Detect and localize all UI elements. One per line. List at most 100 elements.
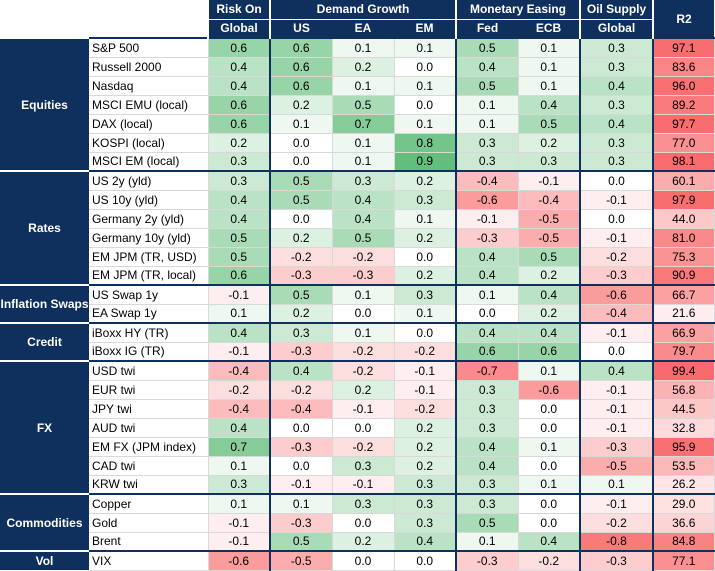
- r2-cell: 44.0: [652, 208, 715, 229]
- factor-cell: 0.5: [455, 37, 519, 58]
- factor-cell: 0.3: [455, 493, 519, 514]
- factor-cell: 0.5: [207, 246, 271, 267]
- factor-cell: 0.3: [331, 493, 395, 514]
- factor-cell: 0.3: [207, 170, 271, 191]
- factor-cell: 0.0: [393, 322, 457, 343]
- factor-cell: 0.6: [517, 341, 581, 362]
- factor-cell: 0.3: [393, 474, 457, 495]
- factor-cell: -0.3: [579, 265, 654, 286]
- table-row: JPY twi -0.4 -0.4 -0.1 -0.2 0.3 0.0 -0.1 44.5: [0, 398, 715, 419]
- factor-cell: 0.2: [517, 132, 581, 153]
- factor-cell: 0.4: [207, 322, 271, 343]
- factor-cell: 0.0: [393, 550, 457, 571]
- factor-cell: 0.1: [331, 132, 395, 153]
- table-row: Nasdaq 0.4 0.6 0.1 0.1 0.5 0.1 0.4 96.0: [0, 75, 715, 96]
- factor-cell: 0.2: [517, 265, 581, 286]
- table-body: Equities S&P 500 0.6 0.6 0.1 0.1 0.5 0.1 0.3 97.1…: [0, 37, 715, 571]
- factor-cell: -0.6: [455, 189, 519, 210]
- table-row: KRW twi 0.3 -0.1 -0.1 0.3 0.3 0.1 0.1 26.2: [0, 474, 715, 495]
- factor-cell: 0.0: [331, 303, 395, 324]
- r2-cell: 66.9: [652, 322, 715, 343]
- r2-cell: 77.0: [652, 132, 715, 153]
- factor-cell: 0.0: [393, 56, 457, 77]
- table-row: Brent -0.1 0.5 0.2 0.4 0.1 0.4 -0.8 84.8: [0, 531, 715, 552]
- factor-cell: 0.5: [517, 246, 581, 267]
- factor-cell: -0.2: [393, 341, 457, 362]
- factor-cell: 0.2: [269, 94, 333, 115]
- table-row: Inflation Swaps US Swap 1y -0.1 0.5 0.1 0.3 0.…: [0, 284, 715, 323]
- group-label-fx: FX: [0, 360, 89, 494]
- table-row: EM JPM (TR, local) 0.6 -0.3 -0.3 0.2 0.4 0.2 -0…: [0, 265, 715, 286]
- r2-cell: 97.7: [652, 113, 715, 134]
- factor-cell: 0.5: [455, 512, 519, 533]
- factor-cell: 0.5: [269, 189, 333, 210]
- table-row: Germany 10y (yld) 0.5 0.2 0.5 0.2 -0.3 -0.5 -0.…: [0, 227, 715, 248]
- factor-cell: -0.1: [579, 398, 654, 419]
- factor-cell: 0.3: [393, 512, 457, 533]
- factor-cell: -0.3: [269, 512, 333, 533]
- factor-cell: -0.1: [207, 341, 271, 362]
- header-row-columns: Global US EA EM Fed ECB Global: [0, 19, 714, 38]
- factor-cell: 0.4: [207, 189, 271, 210]
- header-row-groups: Risk On Demand Growth Monetary Easing Oi…: [0, 0, 714, 38]
- factor-cell: 0.0: [269, 132, 333, 153]
- factor-cell: 0.8: [393, 132, 457, 153]
- factor-cell: 0.4: [393, 531, 457, 552]
- factor-cell: 0.3: [455, 379, 519, 400]
- table-row: KOSPI (local) 0.2 0.0 0.1 0.8 0.3 0.2 0.3 77.0: [0, 132, 715, 153]
- factor-cell: 0.5: [331, 94, 395, 115]
- factor-cell: 0.4: [455, 455, 519, 476]
- table-row: Gold -0.1 -0.3 0.0 0.3 0.5 0.0 -0.2 36.6: [0, 512, 715, 533]
- column-header-oil-global: Global: [579, 19, 653, 38]
- factor-cell: 0.4: [331, 208, 395, 229]
- factor-cell: 0.6: [207, 94, 271, 115]
- table-row: iBoxx IG (TR) -0.1 -0.3 -0.2 -0.2 0.6 0.6 0.0 79…: [0, 341, 715, 362]
- r2-cell: 36.6: [652, 512, 715, 533]
- factor-cell: 0.1: [517, 436, 581, 457]
- factor-cell: -0.1: [579, 417, 654, 438]
- factor-cell: -0.4: [579, 303, 654, 324]
- r2-cell: 29.0: [652, 493, 715, 514]
- factor-cell: 0.0: [331, 550, 395, 571]
- factor-cell: 0.3: [393, 189, 457, 210]
- factor-cell: 0.5: [269, 531, 333, 552]
- table-row: EM JPM (TR, USD) 0.5 -0.2 -0.2 0.0 0.4 0.5 -0.2…: [0, 246, 715, 267]
- factor-cell: 0.4: [579, 75, 654, 96]
- factor-cell: 0.1: [579, 474, 654, 495]
- row-label: S&P 500: [89, 37, 208, 58]
- row-label: VIX: [89, 550, 208, 571]
- factor-cell: -0.3: [579, 550, 654, 571]
- factor-cell: 0.0: [517, 417, 581, 438]
- factor-cell: 0.1: [331, 151, 395, 172]
- factor-cell: 0.4: [579, 113, 654, 134]
- group-label-vol: Vol: [0, 550, 89, 570]
- column-header-ecb: ECB: [518, 19, 580, 38]
- factor-cell: -0.7: [455, 360, 519, 381]
- factor-cell: 0.3: [455, 417, 519, 438]
- factor-cell: 0.1: [517, 75, 581, 96]
- factor-cell: 0.0: [455, 303, 519, 324]
- row-label: KRW twi: [89, 475, 208, 495]
- row-label: JPY twi: [89, 399, 208, 419]
- factor-cell: 0.1: [331, 75, 395, 96]
- row-label: DAX (local): [89, 114, 208, 134]
- column-header-ea: EA: [332, 19, 394, 38]
- factor-cell: 0.1: [393, 113, 457, 134]
- table-row: MSCI EM (local) 0.3 0.0 0.1 0.9 0.3 0.3 0.3 98.1: [0, 151, 715, 172]
- header-group-monetary-easing: Monetary Easing: [455, 0, 580, 20]
- row-label: iBoxx HY (TR): [89, 322, 208, 343]
- factor-cell: -0.2: [207, 379, 271, 400]
- header-group-oil-supply: Oil Supply: [579, 0, 653, 20]
- row-label: iBoxx IG (TR): [89, 342, 208, 362]
- factor-cell: 0.0: [269, 208, 333, 229]
- factor-cell: 0.1: [517, 56, 581, 77]
- factor-cell: 0.1: [517, 37, 581, 58]
- factor-cell: -0.3: [455, 550, 519, 571]
- factor-cell: 0.3: [393, 493, 457, 514]
- row-label: Russell 2000: [89, 57, 208, 77]
- r2-cell: 21.6: [652, 303, 715, 324]
- r2-cell: 99.4: [652, 360, 715, 381]
- table-row: FX USD twi -0.4 0.4 -0.2 -0.1 -0.7 0.1 0.4 99.4: [0, 360, 715, 494]
- factor-cell: -0.3: [455, 227, 519, 248]
- factor-cell: 0.5: [207, 227, 271, 248]
